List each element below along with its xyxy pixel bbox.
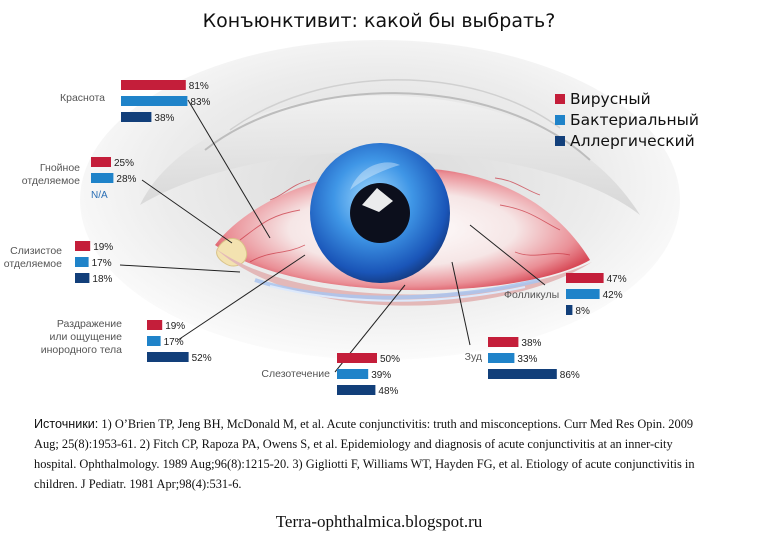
category-itch: Зуд 38% 33% 86% <box>465 337 580 381</box>
blood-vessels <box>239 177 571 263</box>
legend: Вирусный Бактериальный Аллергический <box>555 88 699 151</box>
upper-lid <box>140 95 640 215</box>
category-redness: Краснота 81% 83% 38% <box>60 80 211 124</box>
category-label-redness: Краснота <box>60 92 105 104</box>
data-label-redness-1: 83% <box>190 97 210 108</box>
bar-irritation-0 <box>147 320 163 330</box>
bar-follicles-1 <box>566 289 600 299</box>
data-label-tearing-0: 50% <box>380 354 400 365</box>
bar-mucus-1 <box>75 257 89 267</box>
legend-label-bacterial: Бактериальный <box>570 110 699 129</box>
bar-pus-0 <box>91 157 111 167</box>
legend-swatch-allergic <box>555 135 565 146</box>
bar-irritation-1 <box>147 336 161 346</box>
chart-title: Конъюнктивит: какой бы выбрать? <box>202 10 556 32</box>
data-label-irritation-0: 19% <box>165 321 185 332</box>
bar-itch-2 <box>488 369 557 379</box>
sources-body: 1) O’Brien TP, Jeng BH, McDonald M, et a… <box>34 417 695 491</box>
category-irritation: Раздражение или ощущение инородного тела 19… <box>41 318 212 364</box>
leader-irritation <box>177 254 306 341</box>
data-label-irritation-1: 17% <box>164 337 184 348</box>
chart-area: Краснота 81% 83% 38% Гнойное отделяемое 25% 28%… <box>4 40 680 397</box>
data-label-pus-0: 25% <box>114 158 134 169</box>
leader-follicles <box>469 224 546 286</box>
lid-crease-2 <box>229 79 561 131</box>
leader-lines <box>119 99 546 373</box>
bar-redness-2 <box>121 112 152 122</box>
data-label-itch-1: 33% <box>517 354 537 365</box>
data-label-mucus-0: 19% <box>93 242 113 253</box>
tear-film-2 <box>269 285 526 302</box>
category-label-irritation: Раздражение или ощущение инородного тела <box>41 318 122 356</box>
bar-mucus-2 <box>75 273 90 283</box>
eye-illustration <box>80 40 680 360</box>
legend-swatch-bacterial <box>555 114 565 125</box>
data-label-itch-0: 38% <box>521 338 541 349</box>
bar-irritation-2 <box>147 352 189 362</box>
bar-tearing-0 <box>337 353 377 363</box>
category-label-pus: Гнойное отделяемое <box>22 162 80 187</box>
tear-film <box>254 278 541 300</box>
data-label-pus-1: 28% <box>116 174 136 185</box>
bar-follicles-2 <box>566 305 573 315</box>
bar-follicles-0 <box>566 273 604 283</box>
data-label-follicles-0: 47% <box>607 274 627 285</box>
data-label-itch-2: 86% <box>560 370 580 381</box>
data-label-irritation-2: 52% <box>192 353 212 364</box>
bar-itch-1 <box>488 353 515 363</box>
bar-redness-1 <box>121 96 188 106</box>
category-tearing: Слезотечение 50% 39% 48% <box>261 353 400 397</box>
website-credit: Terra-ophthalmica.blogspot.ru <box>275 512 483 531</box>
pupil <box>350 183 410 243</box>
legend-item-allergic: Аллергический <box>555 130 699 151</box>
category-label-itch: Зуд <box>465 351 482 363</box>
category-label-tearing: Слезотечение <box>261 368 330 380</box>
sources-text: Источники: 1) O’Brien TP, Jeng BH, McDon… <box>34 414 714 494</box>
legend-label-viral: Вирусный <box>570 89 651 108</box>
pupil-highlight <box>362 188 393 212</box>
category-mucus: Слизистое отделяемое 19% 17% 18% <box>4 241 113 285</box>
data-label-redness-0: 81% <box>189 81 209 92</box>
iris-highlight <box>350 162 400 190</box>
data-label-tearing-1: 39% <box>371 370 391 381</box>
category-label-mucus: Слизистое отделяемое <box>4 245 62 270</box>
bars-layer: Краснота 81% 83% 38% Гнойное отделяемое 25% 28%… <box>4 80 627 397</box>
data-label-mucus-2: 18% <box>92 274 112 285</box>
data-label-follicles-2: 8% <box>575 306 590 317</box>
data-label-follicles-1: 42% <box>603 290 623 301</box>
leader-redness <box>187 99 271 239</box>
data-label-pus-2: N/A <box>91 190 108 201</box>
bar-tearing-1 <box>337 369 369 379</box>
category-pus: Гнойное отделяемое 25% 28% N/A <box>22 157 137 201</box>
leader-pus <box>141 179 233 244</box>
leader-mucus <box>119 264 241 273</box>
legend-label-allergic: Аллергический <box>570 131 695 150</box>
bar-mucus-0 <box>75 241 91 251</box>
legend-item-viral: Вирусный <box>555 88 699 109</box>
data-label-redness-2: 38% <box>154 113 174 124</box>
legend-item-bacterial: Бактериальный <box>555 109 699 130</box>
bar-pus-1 <box>91 173 114 183</box>
bar-redness-0 <box>121 80 186 90</box>
data-label-mucus-1: 17% <box>92 258 112 269</box>
bar-tearing-2 <box>337 385 376 395</box>
bar-itch-0 <box>488 337 519 347</box>
lid-crease <box>204 92 591 161</box>
category-follicles: Фолликулы 47% 42% 8% <box>504 273 627 317</box>
legend-swatch-viral <box>555 93 565 104</box>
data-label-tearing-2: 48% <box>378 386 398 397</box>
leader-itch <box>451 261 471 346</box>
category-label-follicles: Фолликулы <box>504 289 559 301</box>
sources-lead: Источники: <box>34 417 99 431</box>
